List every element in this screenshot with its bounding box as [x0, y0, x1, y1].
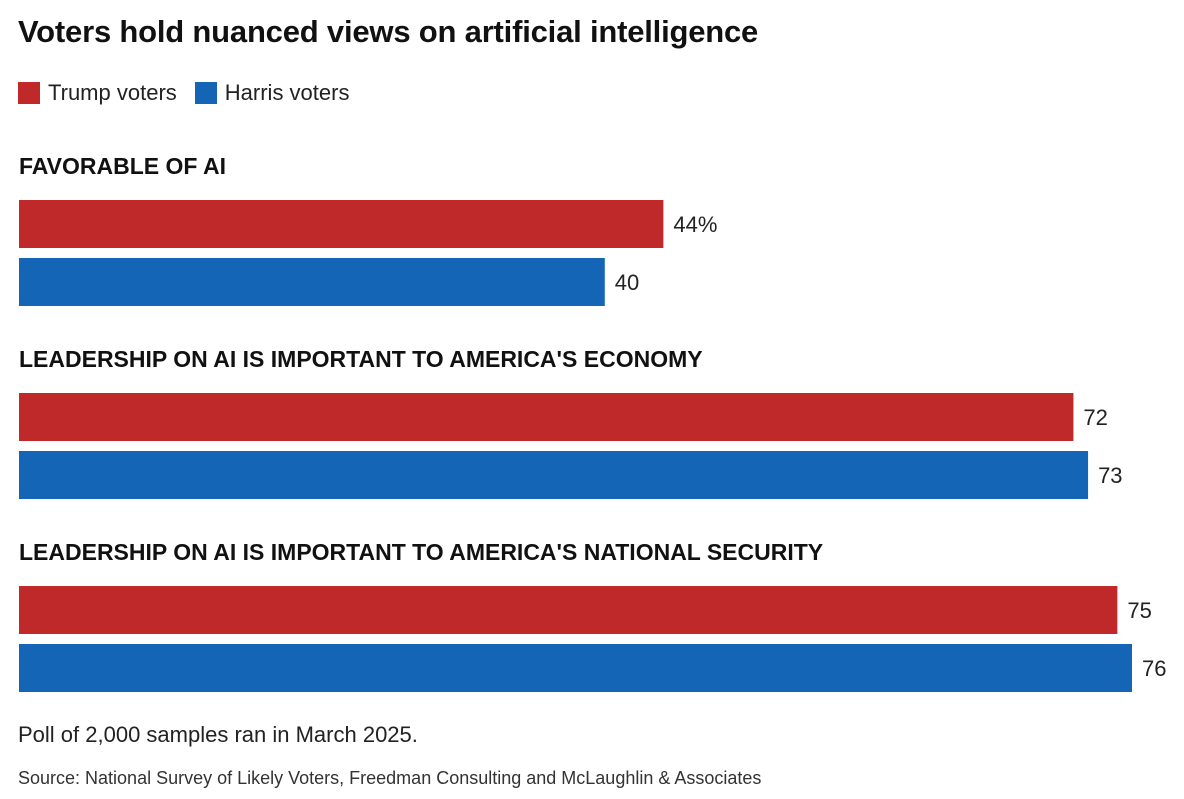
value-label: 73 [1098, 463, 1122, 488]
group-label: LEADERSHIP ON AI IS IMPORTANT TO AMERICA… [19, 346, 703, 372]
bar-harris [19, 644, 1132, 692]
bar-trump [19, 586, 1118, 634]
group-label: FAVORABLE OF AI [19, 153, 226, 179]
bar-trump [19, 393, 1074, 441]
source-note: Source: National Survey of Likely Voters… [18, 768, 762, 788]
legend-item-harris: Harris voters [194, 80, 350, 106]
bar-harris [19, 258, 605, 306]
legend-label-trump: Trump voters [48, 80, 177, 105]
legend-swatch-harris [194, 82, 217, 104]
group-label: LEADERSHIP ON AI IS IMPORTANT TO AMERICA… [19, 539, 823, 565]
chart-title: Voters hold nuanced views on artificial … [18, 14, 759, 49]
value-label: 44% [673, 212, 717, 237]
legend-swatch-trump [18, 82, 40, 104]
value-label: 75 [1127, 598, 1151, 623]
legend-label-harris: Harris voters [224, 80, 350, 105]
bar-trump [19, 200, 664, 248]
bar-harris [19, 451, 1089, 499]
value-label: 72 [1083, 405, 1107, 430]
legend-item-trump: Trump voters [18, 80, 177, 106]
value-label: 40 [615, 270, 639, 295]
value-label: 76 [1142, 656, 1166, 681]
legend: Trump voters Harris voters [18, 80, 367, 106]
bar-chart: FAVORABLE OF AI 44% 40 LEADERSHIP ON AI IS … [19, 153, 1166, 692]
poll-note: Poll of 2,000 samples ran in March 2025. [18, 722, 418, 747]
